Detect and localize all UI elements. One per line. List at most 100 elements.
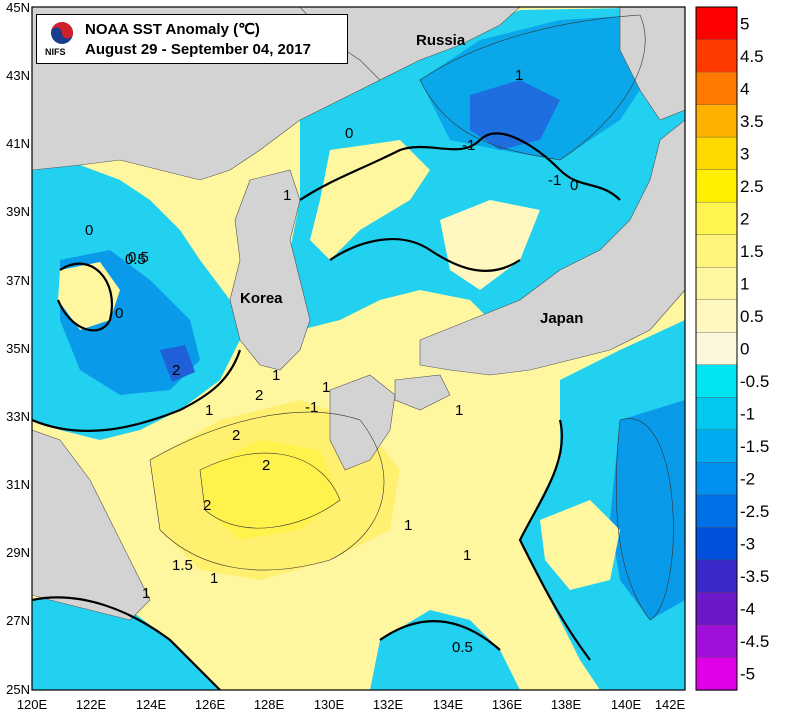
contour-label: 2 <box>262 457 270 474</box>
contour-label: 1 <box>283 187 291 204</box>
y-tick-label: 29N <box>6 545 30 560</box>
colorbar-label: -4 <box>740 600 755 619</box>
contour-label: -1 <box>305 399 318 416</box>
colorbar-label: 4.5 <box>740 47 764 66</box>
colorbar-swatch <box>695 234 738 268</box>
warm-patch-east-sea <box>310 140 430 260</box>
contour-label: 1 <box>142 585 150 602</box>
y-tick-label: 35N <box>6 341 30 356</box>
colorbar-swatch <box>695 527 738 561</box>
warm-patch-southeast <box>540 500 620 590</box>
colorbar-label: -3.5 <box>740 567 769 586</box>
x-tick-label: 140E <box>611 697 642 712</box>
zero-contour-line <box>56 262 113 332</box>
y-tick-label: 37N <box>6 273 30 288</box>
colorbar-swatch <box>695 201 738 236</box>
contour-label: 1 <box>322 379 330 396</box>
colorbar-label: -3 <box>740 535 755 554</box>
colorbar-swatch <box>695 266 738 301</box>
contour-label: 2 <box>255 387 263 404</box>
contour-label: -1 <box>548 172 561 189</box>
colorbar-frame <box>695 6 738 691</box>
colorbar-swatch <box>695 136 738 171</box>
colorbar-swatch <box>695 494 738 529</box>
y-tick-label: 43N <box>6 68 30 83</box>
land-japan-honshu <box>419 119 685 376</box>
contour-label: 2 <box>232 427 240 444</box>
cool-region-southeast-deep <box>610 400 685 620</box>
plot-frame <box>31 6 686 691</box>
colorbar-swatch <box>695 657 738 691</box>
zero-contour-line <box>32 596 221 690</box>
colorbar-swatch <box>695 364 738 398</box>
contour-label: 0 <box>570 177 578 194</box>
contour-label: 1 <box>463 547 471 564</box>
logo-text: NIFS <box>45 47 66 57</box>
taegeuk-logo-icon <box>51 22 73 44</box>
colorbar-label: -2 <box>740 470 755 489</box>
contour-value-labels: 1 -1 0 0 -1 1 0 0.5 0 2 2 1 -1 2 1 1 2 2… <box>85 67 578 656</box>
contour-label: 0 <box>115 305 123 322</box>
y-tick-label: 39N <box>6 204 30 219</box>
map-date-range: August 29 - September 04, 2017 <box>85 41 311 58</box>
colorbar-swatch <box>695 462 738 496</box>
zero-contours <box>32 132 621 690</box>
land-japan-shikoku <box>394 374 451 411</box>
colorbar-swatch <box>695 624 738 659</box>
colorbar-swatch <box>695 104 738 138</box>
colorbar: 5 4.5 4 3.5 3 2.5 2 1.5 1 0.5 0 -0.5 -1 -1.5 -2 -2.5 -3 -… <box>695 6 769 691</box>
contour-label: -1 <box>462 137 475 154</box>
y-tick-label: 45N <box>6 0 30 15</box>
colorbar-label: 1 <box>740 274 749 293</box>
x-tick-label: 122E <box>76 697 107 712</box>
colorbar-label: 1.5 <box>740 242 764 261</box>
land-japan-kyushu <box>329 374 396 471</box>
contour-label: 0.5 <box>128 249 149 266</box>
colorbar-swatch <box>695 6 738 41</box>
contour-line <box>419 14 646 161</box>
contour-label: 0 <box>85 222 93 239</box>
y-tick-label: 31N <box>6 477 30 492</box>
contour-label: 1 <box>404 517 412 534</box>
map-plot-area: 1 -1 0 0 -1 1 0 0.5 0 2 2 1 -1 2 1 1 2 2… <box>32 7 685 690</box>
contour-label: 2 <box>203 497 211 514</box>
x-axis: 120E 122E 124E 126E 128E 130E 132E 134E … <box>17 697 686 712</box>
x-tick-label: 130E <box>314 697 345 712</box>
contour-label: 1 <box>210 570 218 587</box>
cool-region-north-sea-deeper <box>470 80 560 150</box>
contour-label: 0 <box>345 125 353 142</box>
colorbar-swatch <box>695 39 738 73</box>
title-box: NIFS NOAA SST Anomaly (℃) August 29 - Se… <box>36 14 348 64</box>
place-label-russia: Russia <box>416 32 466 49</box>
colorbar-swatch <box>695 397 738 431</box>
colorbar-label: 0 <box>740 340 749 359</box>
zero-contour-line <box>518 419 591 661</box>
contour-label: 1 <box>272 367 280 384</box>
colorbar-label: -2.5 <box>740 502 769 521</box>
y-axis: 45N 43N 41N 39N 37N 35N 33N 31N 29N 27N … <box>6 0 30 697</box>
x-tick-label: 134E <box>433 697 464 712</box>
colorbar-label: 3.5 <box>740 112 764 131</box>
colorbar-label: 2 <box>740 209 749 228</box>
colorbar-label: 5 <box>740 14 749 33</box>
map-title: NOAA SST Anomaly (℃) <box>85 21 260 38</box>
contour-label: 1 <box>515 67 523 84</box>
x-tick-label: 136E <box>492 697 523 712</box>
contour-label: 1 <box>455 402 463 419</box>
x-tick-label: 142E <box>655 697 686 712</box>
land-korea <box>229 169 311 371</box>
warm-core-south-2 <box>200 440 340 540</box>
y-tick-label: 41N <box>6 136 30 151</box>
colorbar-swatch <box>695 559 738 594</box>
contour-line <box>149 411 385 571</box>
colorbar-label: -4.5 <box>740 632 769 651</box>
x-tick-label: 124E <box>136 697 167 712</box>
colorbar-label: 4 <box>740 79 749 98</box>
colorbar-label: -1.5 <box>740 437 769 456</box>
contour-label: 0.5 <box>125 251 146 268</box>
colorbar-label: 0.5 <box>740 307 764 326</box>
zero-contour-line <box>299 132 621 201</box>
contour-label: 2 <box>172 362 180 379</box>
colorbar-swatch <box>695 592 738 626</box>
x-tick-label: 132E <box>373 697 404 712</box>
